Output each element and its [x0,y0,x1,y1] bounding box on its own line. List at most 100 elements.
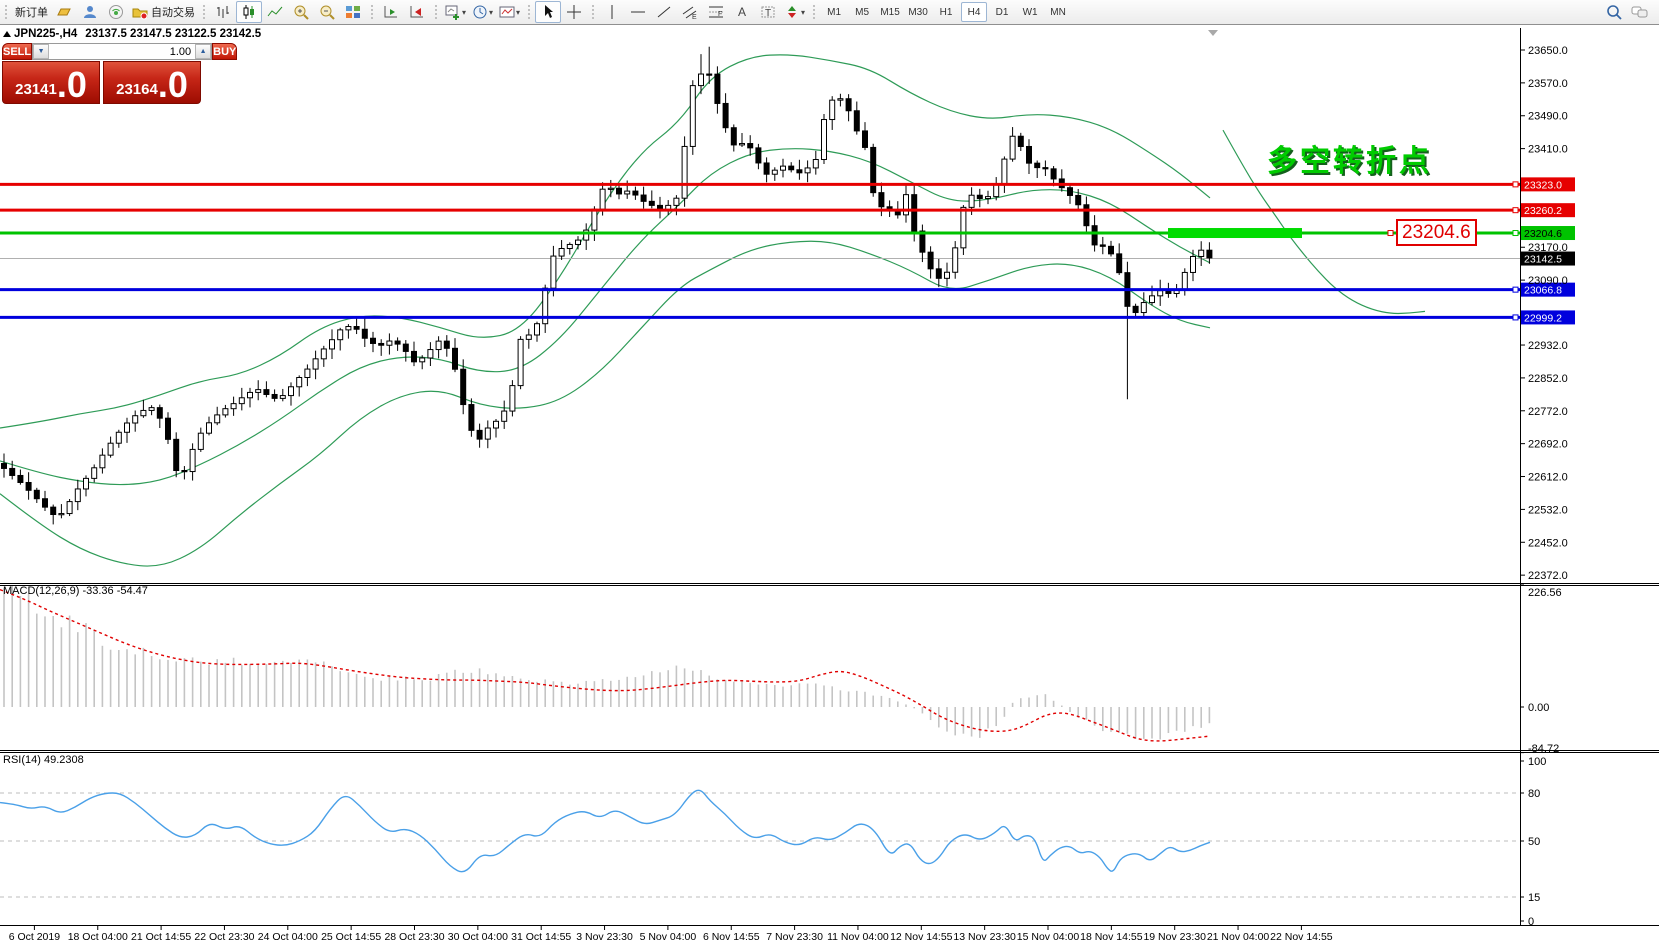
line-anchor-handle[interactable] [1512,181,1519,188]
candle [255,380,262,401]
volume-increase-button[interactable]: ▲ [195,44,212,59]
sell-price-main: 23141 [15,81,57,98]
zoom-in-button[interactable] [288,1,314,23]
timeframe-h1-button[interactable]: H1 [939,6,953,18]
timeframe-h4-button[interactable]: H4 [961,2,988,22]
macd-tick-label: 226.56 [1528,587,1562,599]
community-icon[interactable] [103,1,129,23]
auto-scroll-button[interactable] [378,1,404,23]
arrows-tool-button[interactable]: ▾ [781,1,808,23]
toolbar-drag-handle[interactable] [202,4,206,20]
toolbar-drag-handle[interactable] [370,4,374,20]
highlight-trend-segment[interactable] [1168,228,1302,239]
macd-tick-label: -84.72 [1528,743,1559,755]
channel-tool-button[interactable]: E [677,1,703,23]
candle [329,329,335,359]
fibonacci-tool-button[interactable]: F [703,1,729,23]
toolbar-drag-handle[interactable] [591,4,596,20]
candlestick-mode-button[interactable] [236,1,262,23]
candle [214,406,221,426]
toolbar-drag-handle[interactable] [812,4,817,20]
time-tick-label: 31 Oct 14:55 [511,931,571,943]
candle [1190,249,1196,282]
candle [747,135,754,156]
candle [263,381,270,398]
timeframe-d1-button[interactable]: D1 [995,6,1009,18]
candle [755,143,762,170]
vertical-line-icon [611,5,613,19]
chevron-down-icon: ▾ [801,7,806,17]
timeframe-m15-button[interactable]: M15 [880,6,900,18]
cursor-tool-button[interactable] [535,1,562,23]
new-order-button[interactable]: 新订单 [12,1,51,23]
chart-shift-button[interactable] [404,1,430,23]
rsi-tick-label: 0 [1528,916,1534,928]
buy-button[interactable]: BUY [212,43,238,60]
price-tick-label: 22692.0 [1528,439,1568,451]
timeframe-m1-button[interactable]: M1 [827,6,842,18]
volume-decrease-button[interactable]: ▼ [33,44,50,59]
candle [124,417,130,443]
gold-bar-icon[interactable] [51,1,77,23]
cursor-icon [545,5,554,18]
text-tool-button[interactable]: A [729,1,755,23]
terminal-icon[interactable] [77,1,103,23]
buy-price-panel[interactable]: 23164.0 [103,61,201,104]
chart-shift-marker-icon[interactable] [1208,30,1218,36]
toolbar-drag-handle[interactable] [4,4,8,20]
ohlc-values: 23137.5 23147.5 23122.5 23142.5 [85,28,262,40]
line-chart-mode-button[interactable] [262,1,288,23]
horizontal-line-tool-button[interactable] [625,1,651,23]
macd-panel[interactable] [0,580,1211,742]
candle [730,124,737,152]
candle [976,188,983,208]
rsi-tick-label: 100 [1528,756,1546,768]
candle [722,93,729,133]
candle [99,448,106,474]
profiles-button[interactable]: ▾ [469,1,496,23]
volume-input[interactable] [49,44,196,59]
crosshair-icon [567,5,582,19]
timeframe-mn-button[interactable]: MN [1050,6,1066,18]
toolbar-drag-handle[interactable] [434,4,438,20]
zoom-out-button[interactable] [314,1,340,23]
tile-windows-button[interactable] [340,1,366,23]
timeframe-m30-button[interactable]: M30 [908,6,928,18]
candle [1140,292,1147,318]
vertical-line-tool-button[interactable] [599,1,625,23]
candle [1017,132,1024,151]
timeframe-m5-button[interactable]: M5 [855,6,870,18]
main-price-panel[interactable] [0,46,1520,567]
new-chart-button[interactable]: ▾ [442,1,469,23]
candle [230,396,237,416]
toolbar-drag-handle[interactable] [527,4,532,20]
svg-text:A: A [738,5,746,19]
candle [394,337,401,351]
line-anchor-handle[interactable] [1512,286,1519,293]
autotrading-button[interactable]: 自动交易 [129,1,198,23]
line-anchor-handle[interactable] [1387,230,1394,237]
line-anchor-handle[interactable] [1512,314,1519,321]
svg-text:T: T [765,8,771,19]
search-button[interactable] [1601,1,1627,23]
candle [115,429,122,448]
candle [632,186,639,200]
chat-button[interactable] [1627,1,1653,23]
time-tick-label: 11 Nov 04:00 [827,931,889,943]
price-tag-label: 23066.8 [1524,285,1562,297]
rsi-tick-label: 50 [1528,836,1540,848]
timeframe-w1-button[interactable]: W1 [1022,6,1038,18]
label-tool-button[interactable]: T [755,1,781,23]
rsi-panel[interactable] [0,789,1520,898]
bar-chart-mode-button[interactable] [210,1,236,23]
sell-price-panel[interactable]: 23141.0 [2,61,100,104]
zoom-out-icon [320,5,335,20]
sell-button[interactable]: SELL [2,43,33,60]
chart-canvas[interactable]: 23650.0 23570.0 23490.0 23410.0 23170.0 23090… [0,24,1659,947]
line-anchor-handle[interactable] [1512,207,1519,214]
indicators-button[interactable]: ▾ [496,1,523,23]
candle [583,223,590,250]
crosshair-tool-button[interactable] [561,1,587,23]
trendline-tool-button[interactable] [651,1,677,23]
line-anchor-handle[interactable] [1512,230,1519,237]
